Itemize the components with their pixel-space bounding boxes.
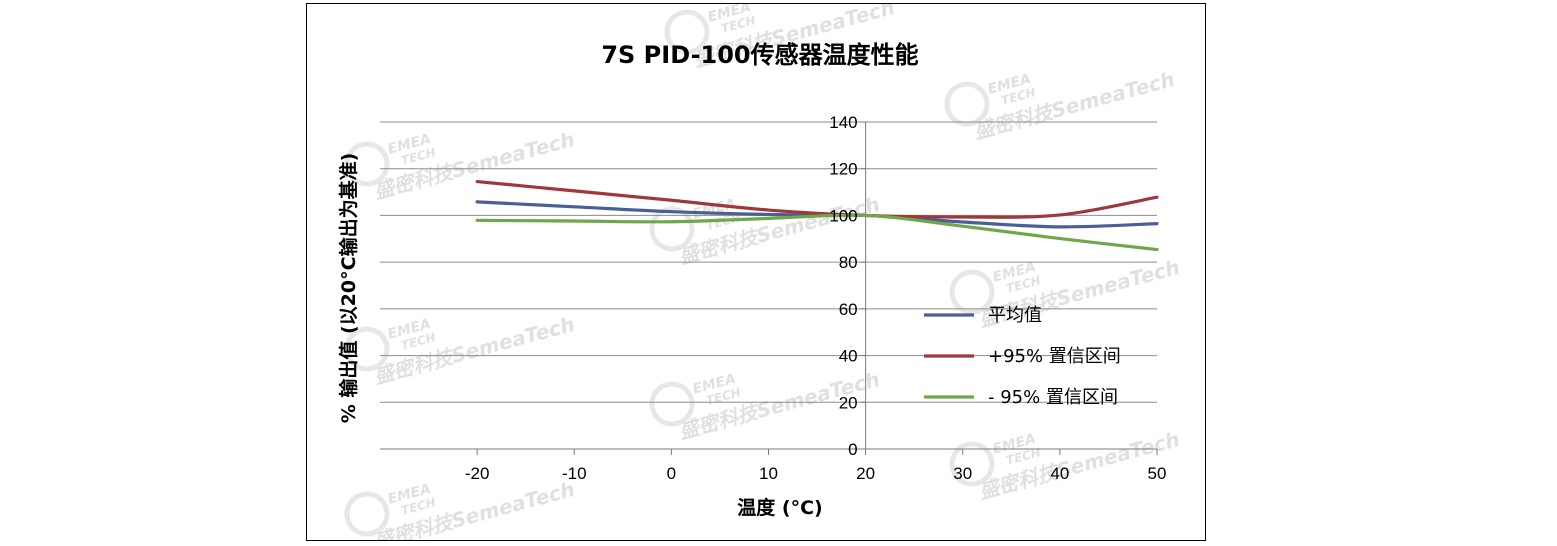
y-tick-label: 60 bbox=[839, 300, 858, 319]
series-layer bbox=[475, 179, 1159, 252]
chart-title: 7S PID-100传感器温度性能 bbox=[601, 41, 918, 69]
legend-label-average: 平均值 bbox=[988, 305, 1042, 326]
watermark-logo-icon bbox=[649, 381, 695, 427]
x-tick-label: 0 bbox=[667, 464, 676, 483]
series-line-lower-95 bbox=[475, 213, 1159, 252]
tick-labels-layer: 0 20 40 60 80 100 120 140 -20 -10 0 10 20 30 40 50 bbox=[465, 113, 1167, 483]
y-tick-label: 0 bbox=[848, 440, 857, 459]
x-tick-label: 40 bbox=[1050, 464, 1069, 483]
y-tick-label: 120 bbox=[829, 160, 857, 179]
watermark-logo-icon bbox=[649, 206, 695, 252]
watermark-logo-icon bbox=[944, 81, 990, 127]
x-tick-label: 50 bbox=[1148, 464, 1167, 483]
legend-label-upper-95: +95% 置信区间 bbox=[988, 346, 1121, 367]
watermark-logo-icon bbox=[949, 269, 995, 315]
watermark-logo-icon bbox=[949, 441, 995, 487]
chart-frame: EMEA TECH 盛密科技SemeaTech EMEA TECH 盛密科技SemeaTe… bbox=[306, 3, 1206, 541]
legend-label-lower-95: - 95% 置信区间 bbox=[988, 387, 1118, 408]
x-tick-label: 30 bbox=[953, 464, 972, 483]
y-axis-label: % 输出值 (以20°C输出为基准) bbox=[337, 153, 360, 424]
y-tick-label: 40 bbox=[839, 347, 858, 366]
x-tick-label: -10 bbox=[562, 464, 587, 483]
y-tick-label: 20 bbox=[839, 393, 858, 412]
watermark-logo-icon bbox=[344, 141, 390, 187]
watermark-logo-icon bbox=[664, 9, 710, 55]
x-tick-label: 10 bbox=[759, 464, 778, 483]
x-axis-label: 温度 (°C) bbox=[737, 496, 822, 519]
x-tick-label: 20 bbox=[856, 464, 875, 483]
grid-layer bbox=[380, 121, 1157, 450]
legend: 平均值 +95% 置信区间 - 95% 置信区间 bbox=[924, 305, 1121, 408]
watermark-logo-icon bbox=[344, 326, 390, 372]
x-tick-label: -20 bbox=[465, 464, 490, 483]
y-tick-label: 80 bbox=[839, 253, 858, 272]
watermark-logo-icon bbox=[344, 491, 390, 537]
y-tick-label: 140 bbox=[829, 113, 857, 132]
series-line-upper-95 bbox=[475, 179, 1159, 219]
y-tick-label: 100 bbox=[829, 206, 857, 225]
